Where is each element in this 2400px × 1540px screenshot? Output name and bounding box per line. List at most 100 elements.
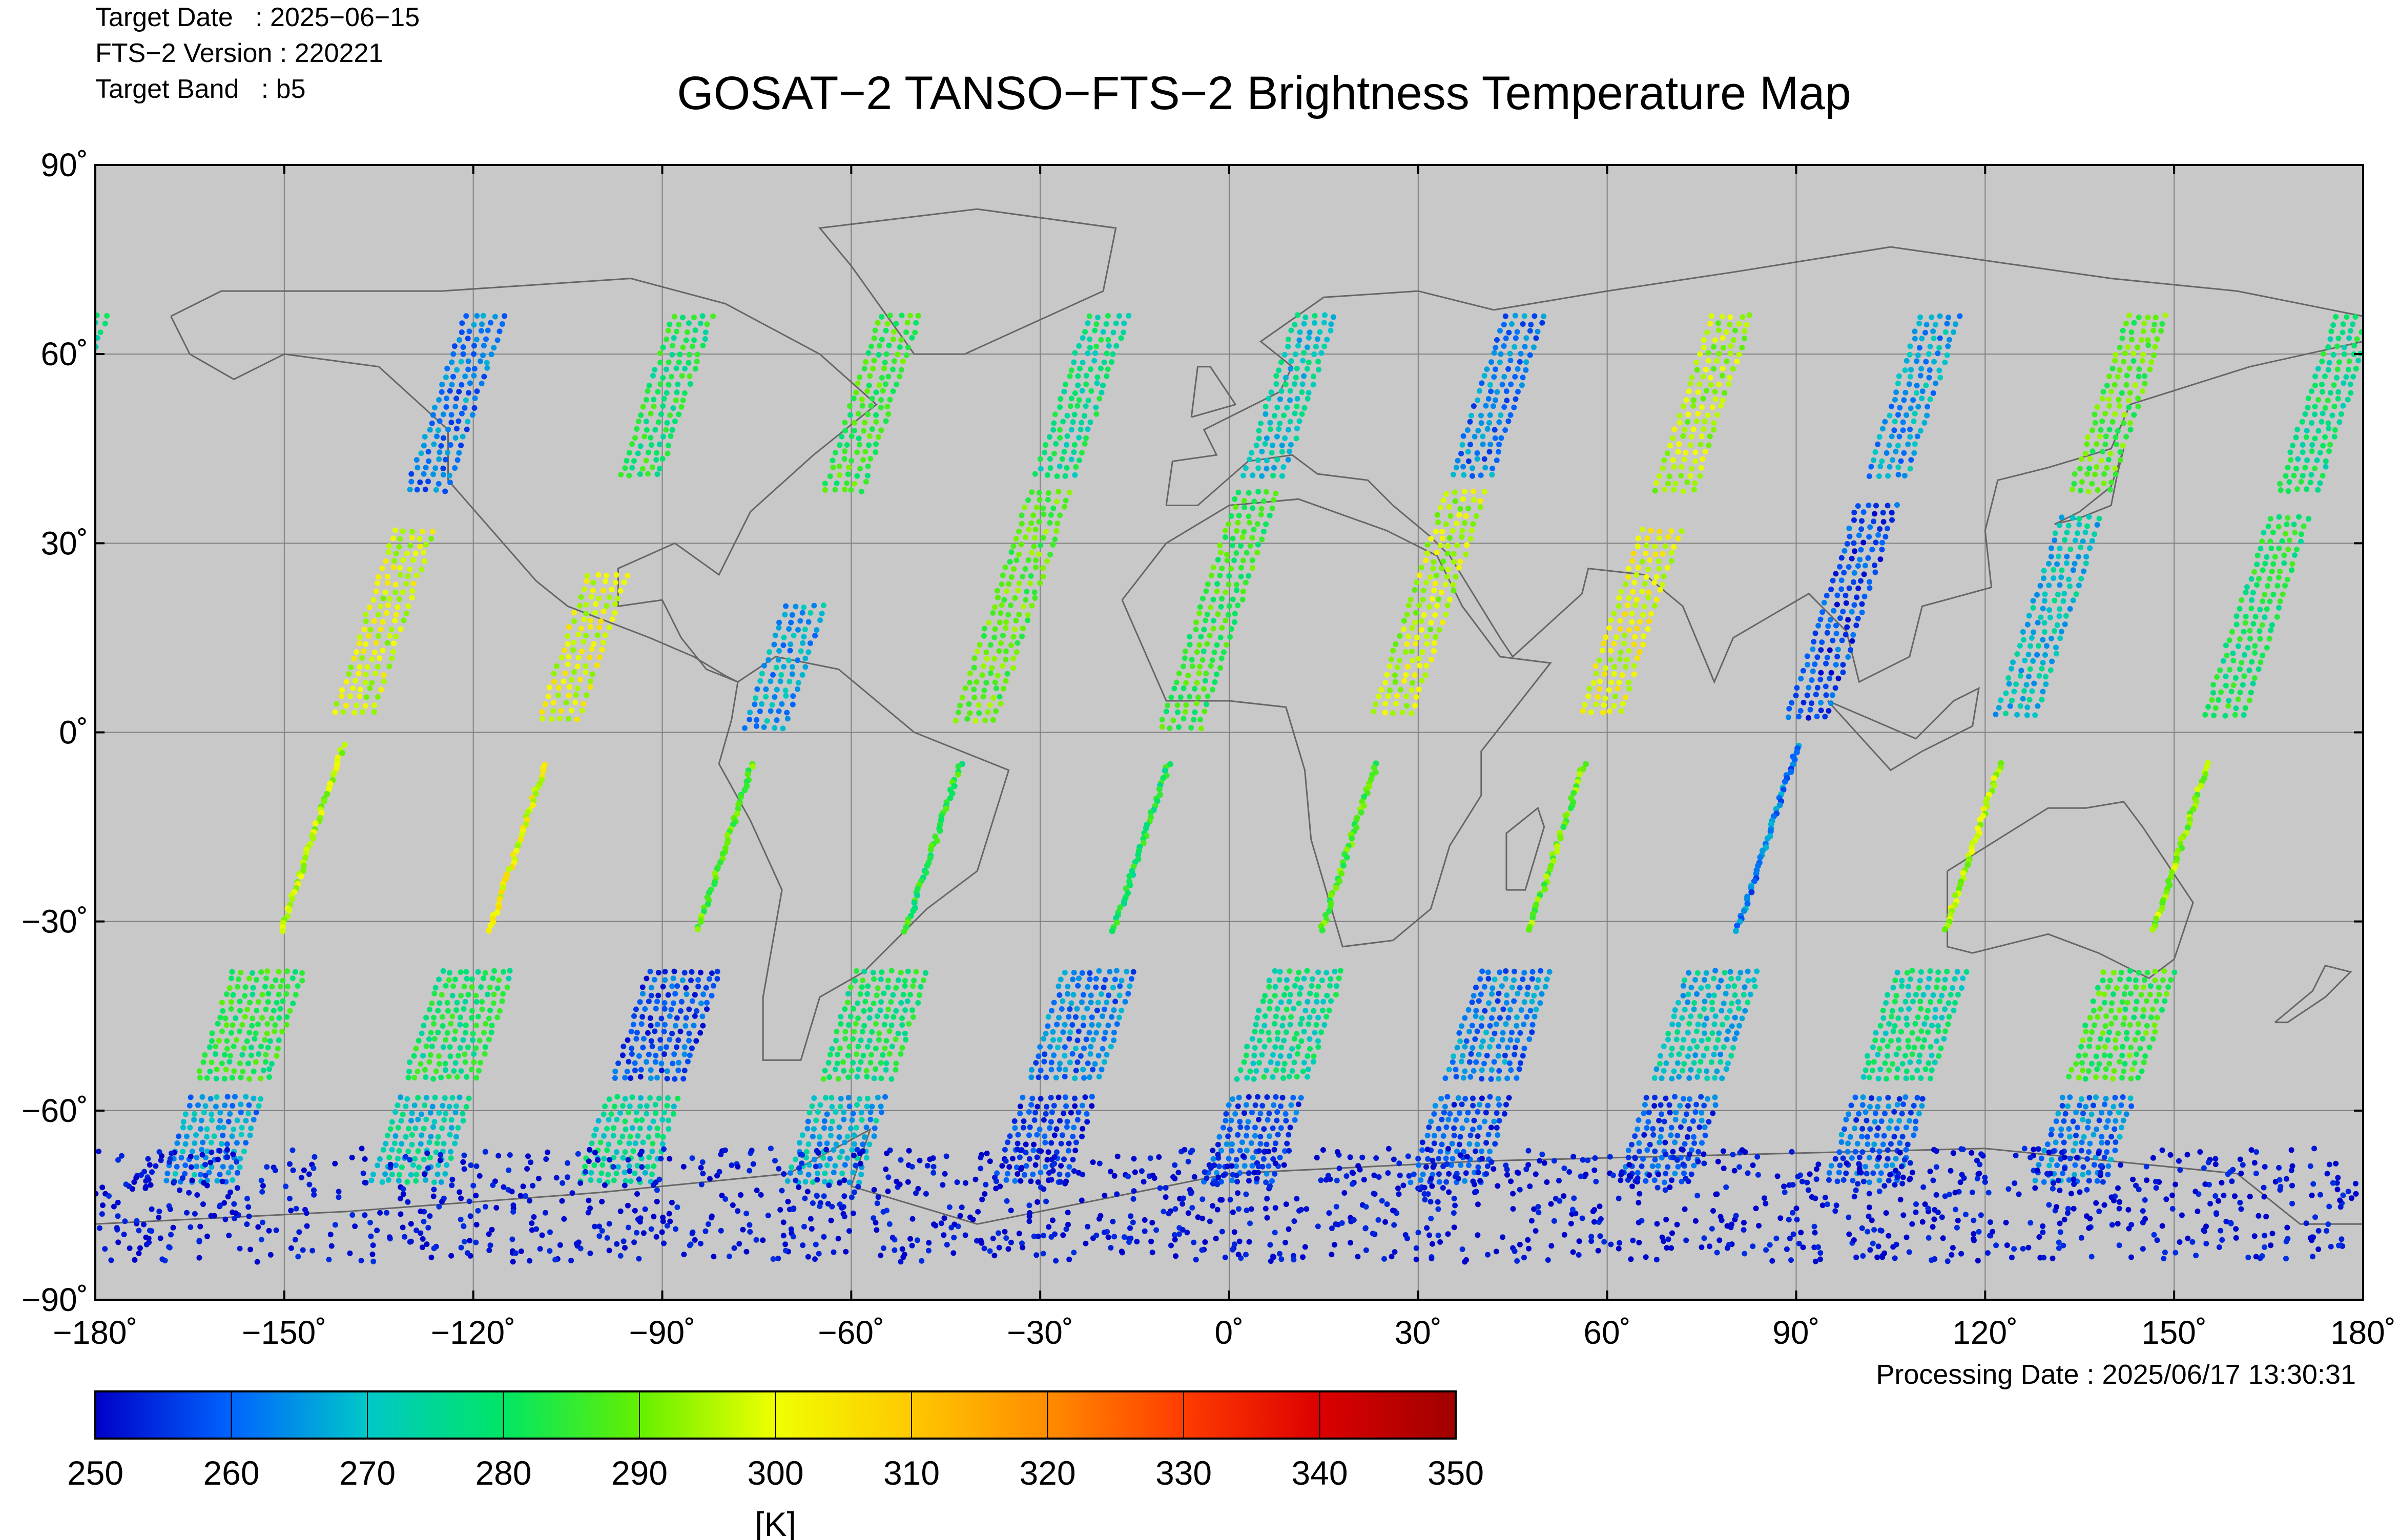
observation-point [1234,1179,1240,1185]
observation-point [1067,373,1073,379]
observation-point [1302,1008,1309,1013]
observation-point [1457,506,1463,512]
observation-point [1231,619,1237,625]
observation-point [398,1118,404,1124]
observation-point [1307,1046,1313,1052]
observation-point [1434,549,1440,555]
observation-point [1095,1000,1101,1006]
observation-point [1514,1014,1520,1021]
observation-point [1889,433,1895,440]
observation-point [1109,359,1115,365]
observation-point [1498,435,1504,441]
observation-point [410,580,417,587]
observation-point [1907,466,1913,472]
observation-point [423,1074,429,1080]
observation-point [1831,608,1837,614]
observation-point [645,449,651,455]
observation-point [1263,521,1269,527]
observation-point [458,1068,464,1074]
observation-point [654,1075,660,1081]
observation-point [471,1051,477,1057]
observation-point [2101,471,2107,477]
observation-point [1490,403,1496,409]
observation-point [1840,669,1846,675]
observation-point [229,1133,235,1139]
observation-point [1048,512,1054,518]
observation-point [2009,665,2014,672]
observation-point [601,639,607,646]
observation-point [1944,968,1950,974]
observation-point [444,365,450,371]
observation-point [1264,457,1270,464]
observation-point [2125,344,2131,350]
observation-point [1316,367,1322,372]
observation-point [1797,707,1804,714]
observation-point [1916,985,1922,991]
observation-point [396,1148,402,1154]
observation-point [1256,1060,1262,1066]
observation-point [1042,1139,1048,1146]
observation-point [982,717,988,723]
observation-point [1047,520,1053,526]
observation-point [2334,343,2340,349]
observation-point [1487,412,1493,418]
observation-point [1187,641,1193,648]
observation-point [1209,686,1215,693]
observation-point [971,664,977,671]
observation-point [392,581,399,588]
observation-point [1810,668,1816,674]
observation-point [1903,1125,1909,1131]
observation-point [629,441,635,447]
observation-point [1488,388,1494,394]
observation-point [1223,1111,1229,1117]
observation-point [575,632,582,638]
observation-point [556,684,562,691]
observation-point [2276,545,2282,551]
observation-point [1196,610,1203,616]
observation-point [2087,456,2093,462]
observation-point [832,1066,838,1072]
observation-point [1904,1068,1910,1074]
observation-point [272,1028,278,1034]
observation-point [1050,427,1057,433]
observation-point [2120,327,2126,334]
observation-point [1006,1164,1012,1170]
observation-point [1281,1060,1288,1067]
observation-point [2036,643,2041,649]
observation-point [997,619,1003,626]
observation-point [1210,1148,1216,1154]
observation-point [1957,313,1963,319]
observation-point [289,975,296,982]
observation-point [412,1156,418,1162]
observation-point [1276,367,1282,373]
observation-point [1228,1117,1234,1123]
observation-point [1496,1068,1502,1074]
observation-point [1489,465,1496,471]
observation-point [1459,442,1465,448]
observation-point [1323,1014,1330,1019]
observation-point [1237,1118,1243,1125]
observation-point [702,329,709,336]
observation-point [2265,524,2271,530]
observation-point [1064,433,1070,439]
observation-point [1277,1155,1283,1160]
observation-point [262,984,268,990]
observation-point [1942,1006,1948,1012]
observation-point [1297,991,1302,997]
observation-point [1888,1118,1894,1124]
observation-point [1243,579,1249,586]
observation-point [1661,573,1667,579]
observation-point [1085,426,1091,432]
observation-point [1058,976,1064,983]
observation-point [448,1021,454,1027]
observation-point [771,641,777,648]
observation-point [563,699,569,705]
observation-point [810,1179,816,1185]
observation-point [851,427,857,433]
observation-point [247,1000,253,1006]
observation-point [1015,588,1021,594]
observation-point [1267,420,1273,426]
observation-point [1060,998,1066,1004]
observation-point [898,367,904,373]
observation-point [1274,1109,1280,1115]
